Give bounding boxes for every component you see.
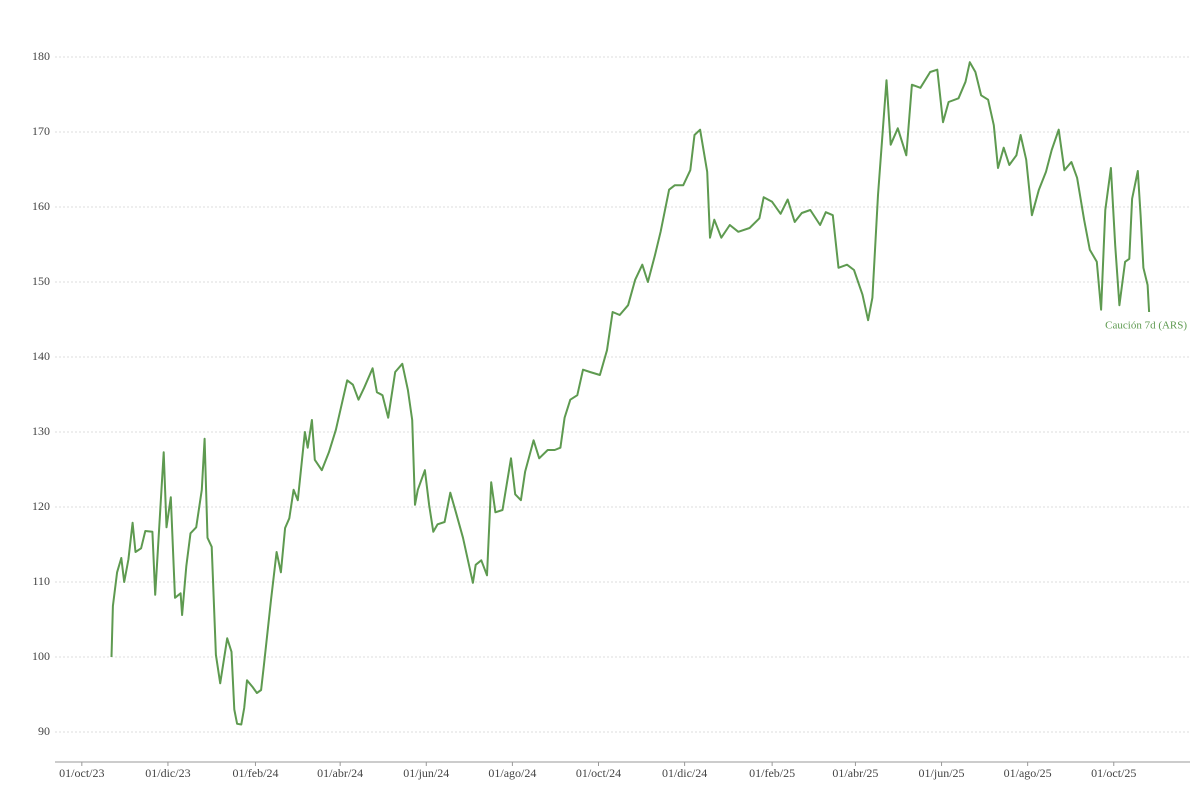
x-tick-label: 01/ago/25 [1004, 766, 1052, 780]
y-tick-label: 120 [32, 499, 50, 513]
y-tick-label: 130 [32, 424, 50, 438]
x-tick-label: 01/jun/25 [919, 766, 965, 780]
series-label: Caución 7d (ARS) [1105, 320, 1187, 332]
data-line [110, 61, 1151, 726]
y-tick-label: 110 [32, 574, 50, 588]
x-tick-label: 01/oct/25 [1091, 766, 1136, 780]
x-tick-label: 01/feb/25 [749, 766, 795, 780]
x-tick-label: 01/abr/24 [317, 766, 363, 780]
x-tick-label: 01/feb/24 [232, 766, 278, 780]
y-tick-label: 150 [32, 274, 50, 288]
x-tick-label: 01/abr/25 [832, 766, 878, 780]
x-tick-label: 01/oct/24 [576, 766, 621, 780]
y-tick-label: 160 [32, 199, 50, 213]
y-tick-label: 140 [32, 349, 50, 363]
x-tick-label: 01/oct/23 [59, 766, 104, 780]
y-tick-label: 100 [32, 649, 50, 663]
y-tick-label: 180 [32, 49, 50, 63]
y-tick-label: 170 [32, 124, 50, 138]
x-tick-label: 01/dic/23 [145, 766, 190, 780]
y-tick-label: 90 [38, 724, 50, 738]
x-tick-label: 01/dic/24 [662, 766, 707, 780]
x-tick-label: 01/ago/24 [488, 766, 536, 780]
x-tick-label: 01/jun/24 [403, 766, 449, 780]
